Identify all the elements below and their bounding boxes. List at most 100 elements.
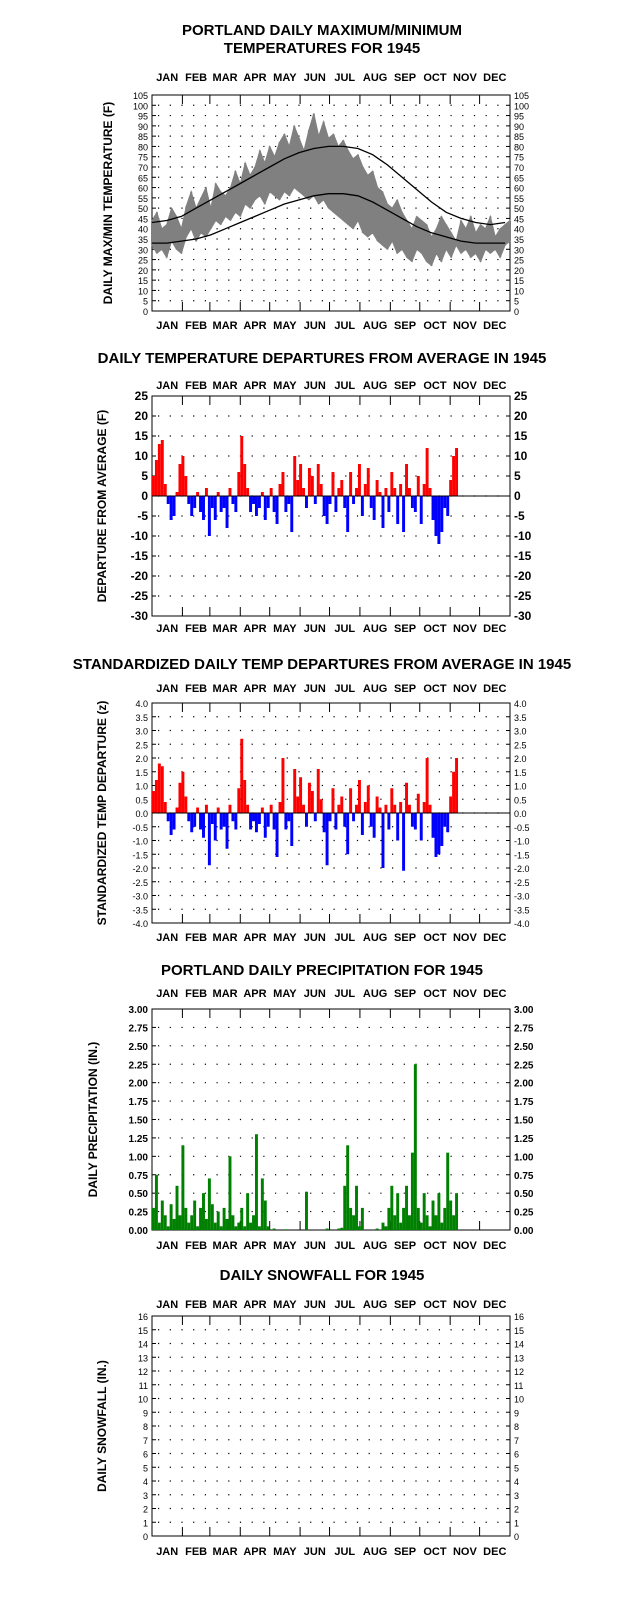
data-bar (428, 804, 432, 813)
data-bar (387, 496, 391, 512)
month-label-top: JUN (304, 683, 326, 695)
y-tick-label-right: 0.0 (514, 809, 527, 819)
y-tick-label-right: 3.00 (514, 1005, 534, 1016)
y-tick-label-left: 0.50 (129, 1189, 149, 1200)
y-tick-label-right: 7 (514, 1436, 519, 1446)
data-bar (413, 1064, 417, 1230)
data-bar (422, 802, 426, 813)
month-label-bottom: NOV (453, 320, 478, 332)
y-tick-label-left: 12 (138, 1367, 148, 1377)
y-tick-label-right: 15 (514, 276, 524, 286)
y-tick-label-right: 0 (514, 307, 519, 317)
y-tick-label-left: 0 (143, 1532, 148, 1542)
data-bar (207, 813, 211, 866)
y-tick-label-right: 2.5 (514, 740, 527, 750)
y-tick-label-left: 1.00 (129, 1152, 149, 1163)
month-label-bottom: JUN (304, 320, 326, 332)
data-bar (163, 1215, 167, 1230)
chart-title: DAILY TEMPERATURE DEPARTURES FROM AVERAG… (98, 350, 547, 367)
data-bar (390, 788, 394, 813)
data-bar (181, 1145, 185, 1230)
y-tick-label-left: -3.0 (132, 892, 148, 902)
data-bar (278, 802, 282, 813)
data-bar (157, 1222, 161, 1230)
y-tick-label-right: -25 (514, 589, 532, 603)
data-bar (375, 796, 379, 813)
y-tick-label-right: 2.0 (514, 754, 527, 764)
data-bar (343, 496, 347, 508)
month-label-bottom: FEB (185, 1240, 207, 1252)
y-tick-label-right: 5 (514, 469, 521, 483)
month-label-bottom: AUG (363, 623, 387, 635)
data-bar (254, 813, 258, 833)
y-tick-label-left: 70 (138, 163, 148, 173)
data-bar (372, 813, 376, 838)
data-bar (266, 813, 270, 827)
data-bar (407, 488, 411, 496)
data-bar (319, 484, 323, 496)
data-bar (346, 496, 350, 532)
data-bar (234, 813, 238, 830)
data-bar (360, 813, 364, 835)
y-tick-label-left: 13 (138, 1353, 148, 1363)
y-tick-label-left: 10 (138, 1395, 148, 1405)
data-bar (272, 496, 276, 512)
month-label-bottom: OCT (423, 320, 447, 332)
y-tick-label-right: -10 (514, 529, 532, 543)
data-bar (357, 1226, 361, 1230)
chart-panel-4: PORTLAND DAILY PRECIPITATION FOR 1945 JAN… (86, 962, 534, 1252)
y-tick-label-left: 0.5 (135, 795, 148, 805)
y-tick-label-left: 105 (133, 91, 148, 101)
y-tick-label-right: 2 (514, 1505, 519, 1515)
data-bar (431, 813, 435, 838)
data-bar (455, 758, 459, 813)
data-bar (275, 496, 279, 524)
y-tick-label-right: 9 (514, 1408, 519, 1418)
month-label-bottom: OCT (423, 932, 447, 944)
month-label-top: MAY (273, 1299, 297, 1311)
y-tick-label-left: 3 (143, 1491, 148, 1501)
y-tick-label-left: 20 (135, 409, 149, 423)
month-label-bottom: DEC (483, 320, 506, 332)
data-bar (257, 1226, 261, 1230)
y-tick-label-left: 65 (138, 173, 148, 183)
y-tick-label-right: 10 (514, 1395, 524, 1405)
data-bar (207, 1178, 211, 1230)
y-tick-label-left: -20 (131, 569, 149, 583)
month-label-top: NOV (453, 380, 478, 392)
month-label-top: JUL (334, 380, 355, 392)
month-label-top: FEB (185, 683, 207, 695)
data-bar (222, 1207, 226, 1230)
y-tick-label-right: 55 (514, 194, 524, 204)
y-tick-label-left: 75 (138, 153, 148, 163)
month-label-top: OCT (423, 380, 447, 392)
data-bar (384, 1226, 388, 1230)
y-tick-label-right: 50 (514, 204, 524, 214)
y-tick-label-left: -30 (131, 609, 149, 623)
y-tick-label-right: 70 (514, 163, 524, 173)
data-bar (204, 488, 208, 496)
month-label-bottom: SEP (394, 320, 416, 332)
data-bar (405, 1185, 408, 1230)
y-tick-label-left: 15 (135, 429, 149, 443)
data-bar (319, 799, 323, 813)
month-label-bottom: JUL (334, 320, 355, 332)
y-tick-label-left: 50 (138, 204, 148, 214)
y-axis-label: DEPARTURE FROM AVERAGE (F) (95, 410, 109, 602)
data-bar (343, 813, 347, 827)
y-tick-label-right: 0.5 (514, 795, 527, 805)
month-label-top: DEC (483, 1299, 506, 1311)
y-tick-label-right: -1.0 (514, 837, 530, 847)
y-tick-label-right: -3.5 (514, 905, 530, 915)
month-label-bottom: MAR (213, 623, 238, 635)
data-bar (452, 771, 456, 813)
month-label-bottom: NOV (453, 1546, 478, 1558)
data-bar (175, 492, 179, 496)
data-bar (163, 484, 167, 496)
data-bar (407, 804, 411, 813)
data-bar (193, 496, 197, 508)
y-tick-label-left: 2.00 (129, 1079, 149, 1090)
data-bar (452, 456, 456, 496)
data-bar (390, 1185, 394, 1230)
data-bar (160, 1200, 164, 1230)
